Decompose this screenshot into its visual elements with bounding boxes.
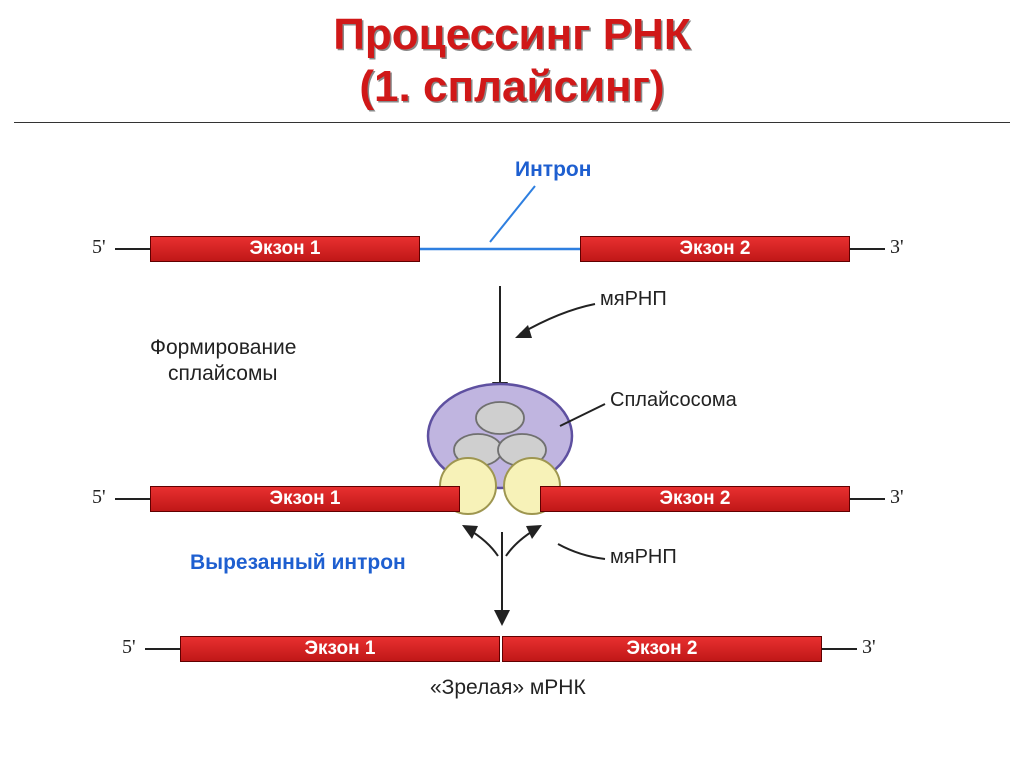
- mature-mrna-label: «Зрелая» мРНК: [430, 676, 586, 700]
- spliceosome-formation-2: сплайсомы: [168, 362, 277, 386]
- exon2-row1-label: Экзон 2: [680, 238, 751, 259]
- exon2-row3: Экзон 2: [502, 636, 822, 662]
- exon1-row2-label: Экзон 1: [270, 488, 341, 509]
- exon1-row1-label: Экзон 1: [250, 238, 321, 259]
- intron-label: Интрон: [515, 158, 591, 182]
- exon2-row1: Экзон 2: [580, 236, 850, 262]
- title-text-1: Процессинг РНК: [333, 10, 690, 59]
- exon1-row1: Экзон 1: [150, 236, 420, 262]
- title-line-1: Процессинг РНК: [0, 10, 1024, 60]
- diagram-stage: Экзон 1 Экзон 2 5' 3' Интрон мяРНП Форми…: [60, 136, 964, 756]
- three-prime-row1: 3': [890, 236, 904, 259]
- five-prime-row2: 5': [92, 486, 106, 509]
- three-prime-row3: 3': [862, 636, 876, 659]
- diagram-svg: [60, 136, 964, 756]
- spliceosome-label: Сплайсосома: [610, 389, 737, 412]
- exon2-row2: Экзон 2: [540, 486, 850, 512]
- five-prime-row3: 5': [122, 636, 136, 659]
- myarnp-label-1: мяРНП: [600, 288, 667, 311]
- title-line-2: (1. сплайсинг): [0, 62, 1024, 112]
- exon1-row3-label: Экзон 1: [305, 638, 376, 659]
- exon1-row2: Экзон 1: [150, 486, 460, 512]
- title-text-2: (1. сплайсинг): [359, 62, 664, 111]
- myarnp-label-2: мяРНП: [610, 546, 677, 569]
- spliceosome-formation-1: Формирование: [150, 336, 296, 360]
- five-prime-row1: 5': [92, 236, 106, 259]
- title-underline: [14, 122, 1010, 123]
- three-prime-row2: 3': [890, 486, 904, 509]
- excised-intron-label: Вырезанный интрон: [190, 551, 406, 575]
- exon2-row2-label: Экзон 2: [660, 488, 731, 509]
- exon2-row3-label: Экзон 2: [627, 638, 698, 659]
- exon1-row3: Экзон 1: [180, 636, 500, 662]
